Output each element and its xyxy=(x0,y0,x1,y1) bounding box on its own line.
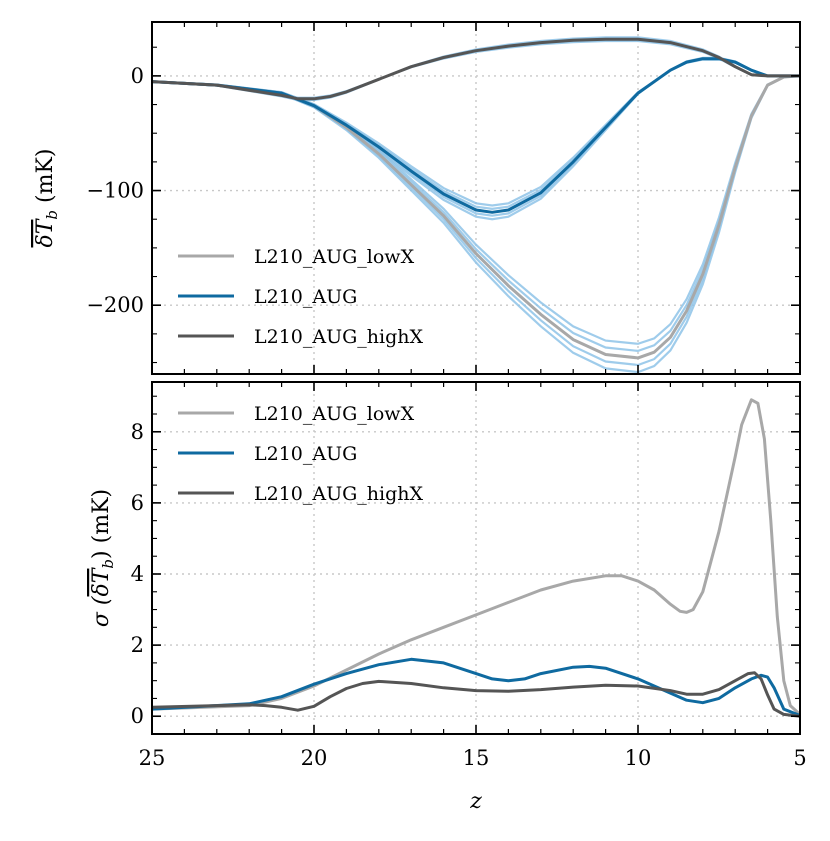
series-line-L210_AUG_highX xyxy=(152,671,800,718)
legend-label: L210_AUG xyxy=(254,286,357,308)
legend-label: L210_AUG_highX xyxy=(254,326,424,348)
legend-label: L210_AUG_lowX xyxy=(254,403,415,425)
y-tick-label: 0 xyxy=(131,64,144,88)
x-tick-label: 20 xyxy=(301,746,328,770)
y-tick-label: −100 xyxy=(86,179,144,203)
x-tick-label: 15 xyxy=(463,746,490,770)
y-tick-label: 6 xyxy=(131,491,144,515)
series-line-L210_AUG xyxy=(152,657,800,717)
y-tick-label: 0 xyxy=(131,704,144,728)
plot-area xyxy=(152,398,800,718)
realization-line xyxy=(152,74,800,374)
y-axis-label: σ (δTb) (mK) xyxy=(89,489,117,627)
legend-label: L210_AUG xyxy=(254,443,357,465)
x-tick-label: 25 xyxy=(139,746,166,770)
y-tick-label: 4 xyxy=(131,562,144,586)
y-axis-label: δTb (mK) xyxy=(33,149,61,248)
panel-bottom: 0 2 4 6 8 25 20 15 10 5 z σ (δTb) (mK) L210_AUG_lowX… xyxy=(89,381,807,814)
realization-line xyxy=(152,58,800,211)
series-line-L210_AUG xyxy=(152,57,800,214)
x-axis-label: z xyxy=(469,789,482,814)
legend-top: L210_AUG_lowX L210_AUG L210_AUG_highX xyxy=(178,246,424,348)
series-line-L210_AUG_highX xyxy=(152,37,800,101)
y-tick-label: −200 xyxy=(86,293,144,317)
legend-label: L210_AUG_highX xyxy=(254,483,424,505)
x-tick-label: 10 xyxy=(625,746,652,770)
series-line-L210_AUG_lowX xyxy=(152,74,800,360)
legend-label: L210_AUG_lowX xyxy=(254,246,415,268)
y-tick-label: 8 xyxy=(131,420,144,444)
realization-line xyxy=(152,58,800,207)
series-line-L210_AUG_lowX xyxy=(152,398,800,716)
y-tick-label: 2 xyxy=(131,633,144,657)
legend-bottom: L210_AUG_lowX L210_AUG L210_AUG_highX xyxy=(178,403,424,505)
x-tick-label: 5 xyxy=(793,746,806,770)
plot-area xyxy=(152,36,800,374)
